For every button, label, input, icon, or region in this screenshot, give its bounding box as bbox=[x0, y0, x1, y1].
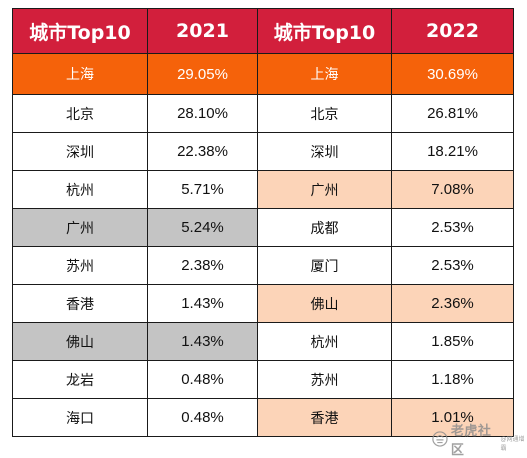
share-2022-cell: 1.18% bbox=[391, 360, 514, 399]
city-2022-cell: 深圳 bbox=[257, 132, 392, 171]
share-2022-cell: 2.36% bbox=[391, 284, 514, 323]
city-2021-cell: 上海 bbox=[12, 53, 148, 95]
share-2022-cell: 1.85% bbox=[391, 322, 514, 361]
city-2021-cell: 苏州 bbox=[12, 246, 148, 285]
city-2021-cell: 杭州 bbox=[12, 170, 148, 209]
share-2021-cell: 0.48% bbox=[147, 398, 258, 437]
city-2022-cell: 北京 bbox=[257, 94, 392, 133]
city-2022-cell: 佛山 bbox=[257, 284, 392, 323]
share-2021-cell: 2.38% bbox=[147, 246, 258, 285]
city-2022-cell: 香港 bbox=[257, 398, 392, 437]
header-year-2021: 2021 bbox=[147, 8, 258, 54]
table-row: 香港 1.43% 佛山 2.36% bbox=[12, 284, 514, 323]
city-ranking-table: 城市Top10 2021 城市Top10 2022 上海 29.05% 上海 3… bbox=[12, 8, 514, 437]
table-row: 海口 0.48% 香港 1.01% bbox=[12, 398, 514, 437]
city-2021-cell: 海口 bbox=[12, 398, 148, 437]
share-2021-cell: 1.43% bbox=[147, 322, 258, 361]
header-city-2021: 城市Top10 bbox=[12, 8, 148, 54]
table-row: 深圳 22.38% 深圳 18.21% bbox=[12, 132, 514, 171]
city-2022-cell: 成都 bbox=[257, 208, 392, 247]
table-header-row: 城市Top10 2021 城市Top10 2022 bbox=[12, 8, 514, 54]
city-2022-cell: 厦门 bbox=[257, 246, 392, 285]
city-2022-cell: 上海 bbox=[257, 53, 392, 95]
city-2021-cell: 北京 bbox=[12, 94, 148, 133]
header-year-2022: 2022 bbox=[391, 8, 514, 54]
table-row: 广州 5.24% 成都 2.53% bbox=[12, 208, 514, 247]
share-2021-cell: 28.10% bbox=[147, 94, 258, 133]
table-row: 苏州 2.38% 厦门 2.53% bbox=[12, 246, 514, 285]
city-2021-cell: 深圳 bbox=[12, 132, 148, 171]
share-2022-cell: 18.21% bbox=[391, 132, 514, 171]
city-2021-cell: 广州 bbox=[12, 208, 148, 247]
share-2021-cell: 0.48% bbox=[147, 360, 258, 399]
share-2021-cell: 22.38% bbox=[147, 132, 258, 171]
city-2021-cell: 龙岩 bbox=[12, 360, 148, 399]
share-2022-cell: 2.53% bbox=[391, 208, 514, 247]
share-2021-cell: 29.05% bbox=[147, 53, 258, 95]
city-2022-cell: 广州 bbox=[257, 170, 392, 209]
share-2021-cell: 1.43% bbox=[147, 284, 258, 323]
share-2022-cell: 2.53% bbox=[391, 246, 514, 285]
share-2021-cell: 5.71% bbox=[147, 170, 258, 209]
share-2021-cell: 5.24% bbox=[147, 208, 258, 247]
table-row: 杭州 5.71% 广州 7.08% bbox=[12, 170, 514, 209]
table-row: 佛山 1.43% 杭州 1.85% bbox=[12, 322, 514, 361]
table-row: 北京 28.10% 北京 26.81% bbox=[12, 94, 514, 133]
share-2022-cell: 30.69% bbox=[391, 53, 514, 95]
city-2022-cell: 杭州 bbox=[257, 322, 392, 361]
share-2022-cell: 7.08% bbox=[391, 170, 514, 209]
header-city-2022: 城市Top10 bbox=[257, 8, 392, 54]
city-2022-cell: 苏州 bbox=[257, 360, 392, 399]
city-2021-cell: 佛山 bbox=[12, 322, 148, 361]
share-2022-cell: 26.81% bbox=[391, 94, 514, 133]
table-row: 上海 29.05% 上海 30.69% bbox=[12, 53, 514, 95]
table-row: 龙岩 0.48% 苏州 1.18% bbox=[12, 360, 514, 399]
city-2021-cell: 香港 bbox=[12, 284, 148, 323]
share-2022-cell: 1.01% bbox=[391, 398, 514, 437]
